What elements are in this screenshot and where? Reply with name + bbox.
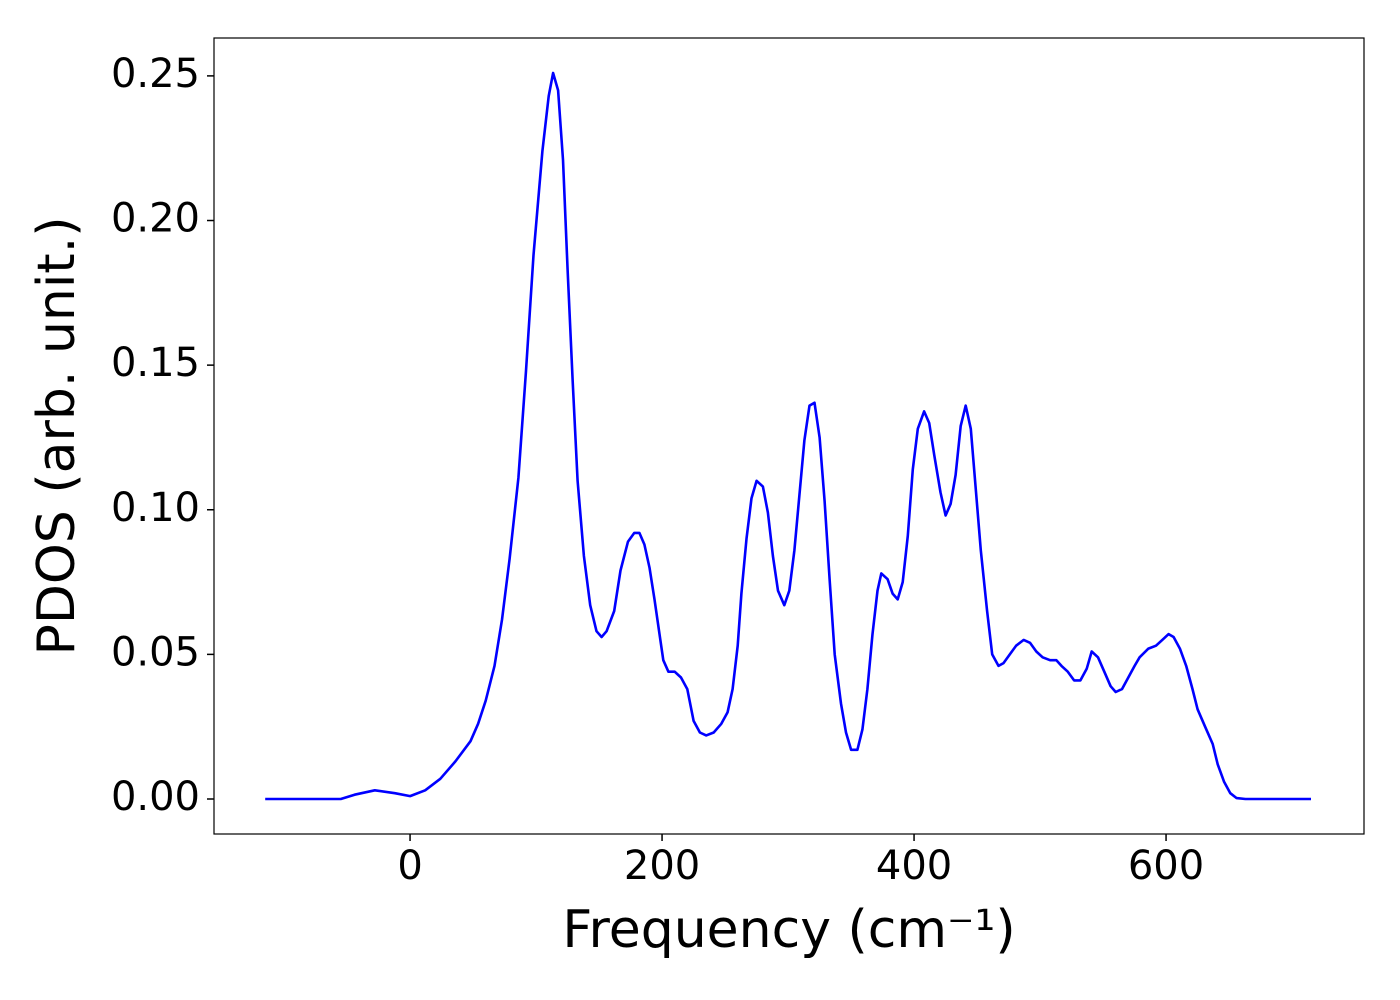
plot-frame: [213, 37, 1365, 835]
y-tick-label: 0.00: [111, 774, 200, 820]
x-axis-label: Frequency (cm⁻¹): [562, 900, 1015, 960]
x-tick-label: 0: [397, 843, 422, 889]
y-tick-label: 0.10: [111, 485, 200, 531]
data-line: [265, 71, 1311, 801]
y-tick-label: 0.15: [111, 340, 200, 386]
x-tick-label: 200: [624, 843, 700, 889]
x-tick-label: 600: [1128, 843, 1204, 889]
y-tick-label: 0.20: [111, 196, 200, 242]
y-tick-label: 0.05: [111, 629, 200, 675]
y-axis-label: PDOS (arb. unit.): [27, 216, 87, 655]
y-tick-label: 0.25: [111, 51, 200, 97]
x-tick-label: 400: [876, 843, 952, 889]
